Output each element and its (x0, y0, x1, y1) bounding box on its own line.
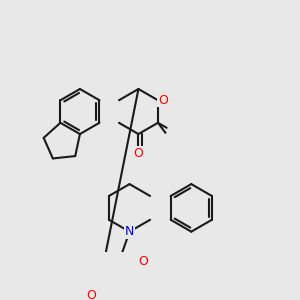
Text: O: O (86, 289, 96, 300)
Text: O: O (134, 147, 143, 160)
Text: O: O (138, 255, 148, 268)
Text: O: O (158, 94, 168, 107)
Text: N: N (125, 225, 134, 238)
